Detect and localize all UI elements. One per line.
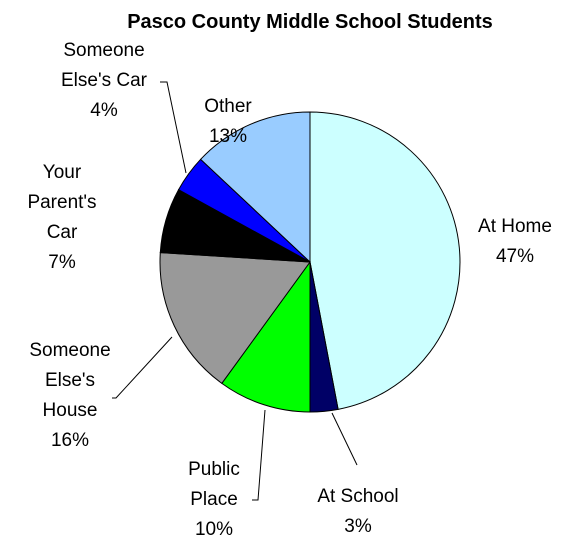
slice-label-line: House (43, 400, 98, 421)
slice-label-line: 7% (48, 252, 76, 273)
slice-label-line: Your (43, 162, 82, 183)
slice-label-line: Someone (63, 40, 144, 61)
slice-label: At School 3% (317, 486, 398, 537)
pie-slice (199, 111, 311, 264)
slice-label: Other 13% (204, 96, 252, 147)
slice-label-line: 13% (209, 126, 247, 147)
leader-line (112, 336, 173, 399)
slice-label-line: 4% (90, 100, 118, 121)
slice-label-line: Public (188, 459, 240, 480)
slice-label-line: Parent's (27, 192, 96, 213)
slice-label-line: Car (47, 222, 78, 243)
leader-line (252, 409, 266, 501)
slice-label: At Home 47% (478, 216, 552, 267)
slice-labels: At Home 47% At School 3% Public Place 10% Someo… (27, 40, 552, 540)
pie-slice (309, 111, 461, 410)
slice-label-line: Else's (45, 370, 95, 391)
chart-title: Pasco County Middle School Students (127, 11, 493, 33)
leader-line (160, 81, 187, 174)
slice-label-line: At Home (478, 216, 552, 237)
pie-slice (221, 260, 311, 413)
slice-label-line: Else's Car (61, 70, 148, 91)
pie-slices (159, 111, 461, 413)
slice-label-line: 16% (51, 430, 89, 451)
slice-label-line: At School (317, 486, 398, 507)
slice-label: Public Place 10% (188, 459, 240, 540)
slice-label-line: 3% (344, 516, 372, 537)
leader-lines (112, 81, 358, 501)
pie-slice (159, 252, 311, 385)
slice-label-line: Place (190, 489, 238, 510)
leader-line (331, 412, 358, 466)
slice-label-line: 10% (195, 519, 233, 540)
slice-label: Your Parent's Car 7% (27, 162, 96, 273)
slice-label-line: Other (204, 96, 252, 117)
slice-label: Someone Else's Car 4% (61, 40, 148, 121)
slice-label-line: 47% (496, 246, 534, 267)
slice-label-line: Someone (29, 340, 110, 361)
slice-label: Someone Else's House 16% (29, 340, 110, 451)
